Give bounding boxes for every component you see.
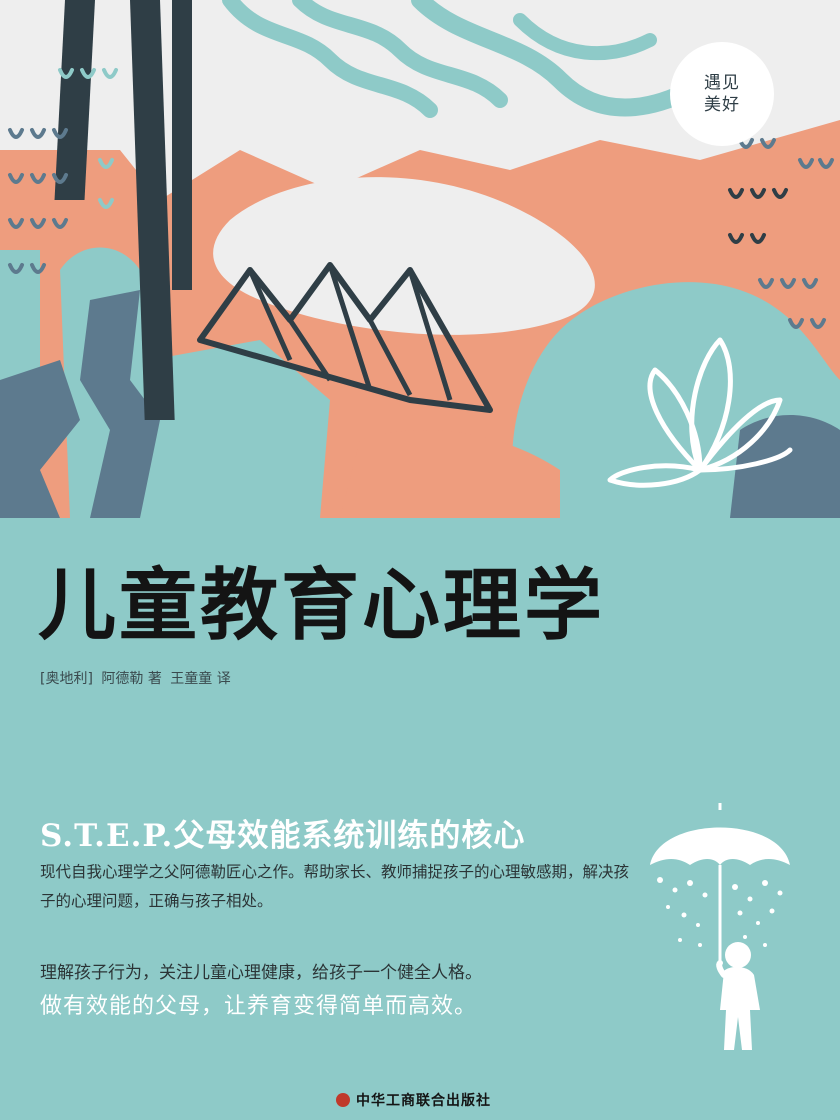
tagline-2: 做有效能的父母，让养育变得简单而高效。 xyxy=(40,994,478,1019)
tagline-1: 理解孩子行为，关注儿童心理健康，给孩子一个健全人格。 xyxy=(40,963,482,983)
author-country: [奥地利] xyxy=(40,671,93,687)
badge-line1: 遇见 xyxy=(704,73,740,93)
book-subtitle: S.T.E.P.父母效能系统训练的核心 xyxy=(40,818,526,854)
credits-line: [奥地利] 阿德勒 著 王童童 译 xyxy=(40,668,235,688)
translator-name: 王童童 译 xyxy=(170,671,231,687)
badge-line2: 美好 xyxy=(704,95,740,115)
author-name: 阿德勒 著 xyxy=(101,671,162,687)
badge-circle: 遇见 美好 xyxy=(670,42,774,146)
umbrella-child-icon xyxy=(650,803,790,1050)
publisher-logo-icon xyxy=(336,1093,350,1107)
book-title: 儿童教育心理学 xyxy=(38,560,606,651)
publisher: 中华工商联合出版社 xyxy=(336,1090,491,1110)
publisher-name: 中华工商联合出版社 xyxy=(356,1093,491,1109)
book-description: 现代自我心理学之父阿德勒匠心之作。帮助家长、教师捕捉孩子的心理敏感期，解决孩子的… xyxy=(40,863,630,910)
